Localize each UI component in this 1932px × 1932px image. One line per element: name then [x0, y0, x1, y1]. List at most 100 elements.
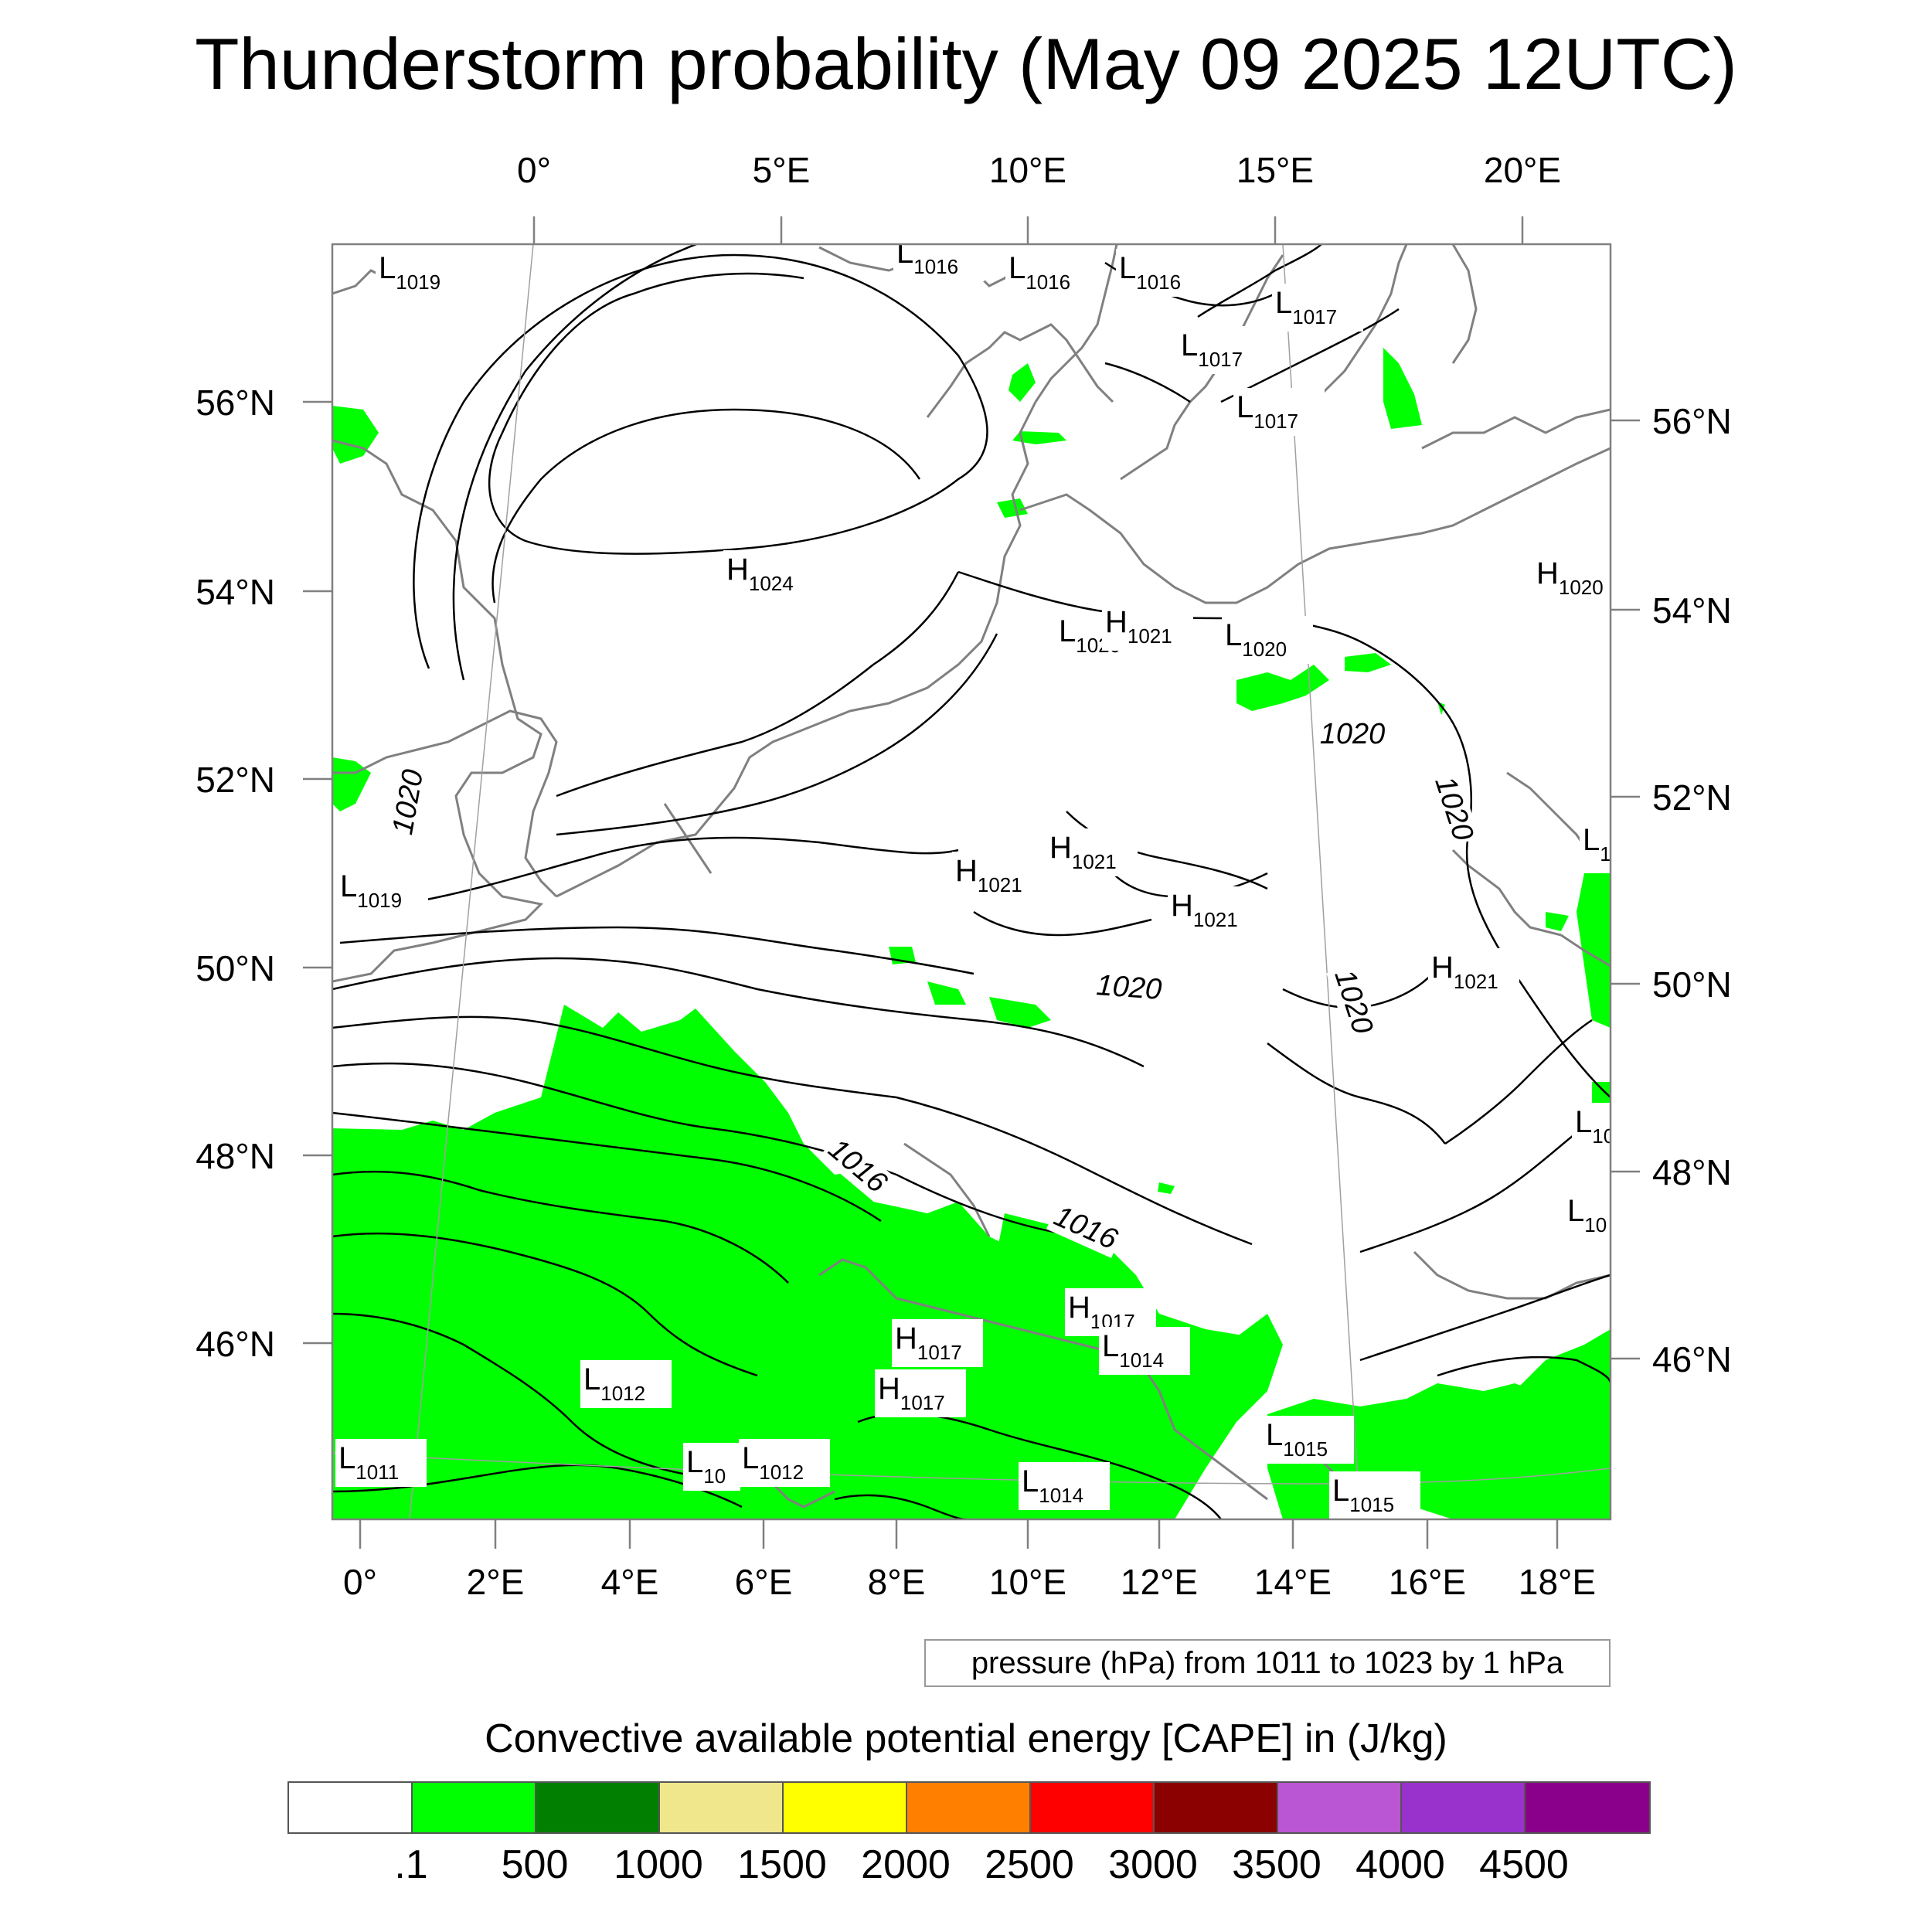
pressure-center-label: H1021	[955, 854, 1022, 896]
bottom-lon-label: 6°E	[735, 1562, 793, 1602]
pressure-center-label: L10	[686, 1445, 726, 1488]
pressure-center-bg	[1005, 249, 1097, 297]
high-pressure-center: H1024	[723, 550, 815, 598]
bottom-lon-label: 18°E	[1519, 1562, 1596, 1602]
colorbar-swatch	[413, 1783, 536, 1832]
high-pressure-center: H1020	[1533, 554, 1611, 602]
high-pressure-center: H1017	[875, 1369, 966, 1417]
pressure-center-label: L1015	[1266, 1418, 1328, 1461]
cape-colorbar	[287, 1781, 1651, 1834]
left-lat-label: 48°N	[196, 1136, 275, 1176]
colorbar-label: 1000	[614, 1842, 703, 1887]
pressure-center-label: H1021	[1049, 831, 1117, 873]
bottom-lon-label: 12°E	[1121, 1562, 1198, 1602]
low-pressure-center: L1017	[1233, 388, 1325, 436]
pressure-center-bg	[1222, 616, 1313, 664]
high-pressure-center: H1021	[1102, 603, 1193, 651]
pressure-center-bg	[1019, 1462, 1110, 1510]
pressure-center-bg	[1329, 1471, 1420, 1519]
colorbar-swatch	[1526, 1783, 1649, 1832]
isobar-label-bg	[1092, 969, 1166, 1008]
pressure-center-label: H1021	[1431, 951, 1498, 993]
low-pressure-center: L1014	[1099, 1327, 1190, 1375]
pressure-center-bg	[1233, 388, 1325, 436]
colorbar-swatch	[1402, 1783, 1526, 1832]
low-pressure-center: L1015	[1263, 1416, 1354, 1464]
left-lat-label: 54°N	[196, 572, 275, 612]
pressure-center-bg	[1263, 1416, 1354, 1464]
pressure-center-bg	[875, 1369, 966, 1417]
colorbar-label: 2500	[985, 1842, 1074, 1887]
colorbar-label: 3000	[1108, 1842, 1198, 1887]
pressure-center-label: L1016	[896, 236, 958, 278]
map-border	[331, 243, 1612, 1521]
top-lon-label: 20°E	[1484, 150, 1561, 190]
colorbar-swatch	[1155, 1783, 1278, 1832]
pressure-center-label: L10	[1567, 1194, 1607, 1236]
bottom-lon-label: 10°E	[989, 1562, 1066, 1602]
pressure-center-bg	[337, 867, 428, 915]
high-pressure-center: H1021	[952, 852, 1043, 900]
pressure-center-label: H1017	[895, 1321, 962, 1364]
low-pressure-center: L1016	[1005, 249, 1097, 297]
colorbar-swatch	[907, 1783, 1031, 1832]
isobar-label-bg	[1046, 1199, 1125, 1258]
bottom-lon-label: 16°E	[1389, 1562, 1466, 1602]
right-lat-label: 54°N	[1652, 590, 1732, 631]
legend-title: Convective available potential energy [C…	[485, 1716, 1447, 1761]
high-pressure-center: H1021	[1168, 886, 1259, 934]
pressure-center-label: L10	[1575, 1105, 1614, 1148]
pressure-center-bg	[1099, 1327, 1190, 1375]
isobar-label-bg	[386, 764, 431, 841]
axis-ticks	[303, 216, 1640, 1549]
colorbar-label: 3500	[1232, 1842, 1321, 1887]
isobar-label: 1020	[1320, 718, 1386, 750]
graticule	[332, 244, 1611, 1519]
bottom-lon-label: 14°E	[1254, 1562, 1332, 1602]
bottom-lon-label: 2°E	[467, 1562, 525, 1602]
top-lon-label: 0°	[517, 150, 551, 190]
bottom-lon-label: 0°	[343, 1562, 377, 1602]
top-lon-label: 15°E	[1236, 150, 1314, 190]
left-latitude-labels: 56°N 54°N 52°N 50°N 48°N 46°N	[196, 383, 275, 1364]
low-pressure-center: L1014	[1019, 1462, 1110, 1510]
low-pressure-center: L1	[1580, 821, 1611, 869]
colorbar-swatch	[1278, 1783, 1402, 1832]
pressure-center-bg	[1428, 948, 1519, 996]
low-pressure-center: L1015	[1329, 1471, 1420, 1519]
pressure-center-bg	[723, 550, 815, 598]
low-pressure-center: L1012	[739, 1439, 830, 1487]
bottom-lon-label: 4°E	[601, 1562, 659, 1602]
pressure-center-label: H1024	[726, 553, 794, 595]
right-lat-label: 46°N	[1652, 1339, 1732, 1379]
pressure-center-label: L1011	[338, 1441, 399, 1484]
pressure-center-bg	[1533, 554, 1611, 602]
low-pressure-center: L10	[1564, 1192, 1611, 1240]
pressure-center-bg	[1272, 284, 1363, 332]
low-pressure-center: L1017	[1272, 284, 1363, 332]
pressure-center-bg	[893, 244, 985, 281]
bottom-lon-label: 8°E	[868, 1562, 926, 1602]
high-pressure-center: H1021	[1046, 828, 1138, 876]
top-lon-label: 5°E	[753, 150, 811, 190]
low-pressure-center: L1011	[335, 1439, 427, 1487]
pressure-center-bg	[892, 1319, 983, 1367]
left-lat-label: 46°N	[196, 1324, 275, 1364]
isobar-label: 1020	[1095, 969, 1162, 1006]
colorbar-label: 1500	[737, 1842, 827, 1887]
left-lat-label: 56°N	[196, 383, 275, 423]
pressure-center-label: H1021	[1105, 605, 1172, 648]
colorbar-label: 500	[501, 1842, 569, 1887]
pressure-center-bg	[376, 249, 467, 297]
pressure-center-label: L1	[1583, 823, 1611, 866]
pressure-center-label: L1017	[1181, 328, 1243, 371]
colorbar-label: 2000	[861, 1842, 951, 1887]
pressure-center-bg	[580, 1360, 672, 1408]
low-pressure-center: L10	[683, 1443, 740, 1491]
pressure-center-bg	[683, 1443, 740, 1491]
pressure-center-label: H1021	[1171, 889, 1238, 931]
left-lat-label: 50°N	[196, 948, 275, 988]
pressure-center-bg	[1564, 1192, 1611, 1240]
colorbar-label: 4500	[1479, 1842, 1569, 1887]
right-lat-label: 50°N	[1652, 964, 1732, 1005]
